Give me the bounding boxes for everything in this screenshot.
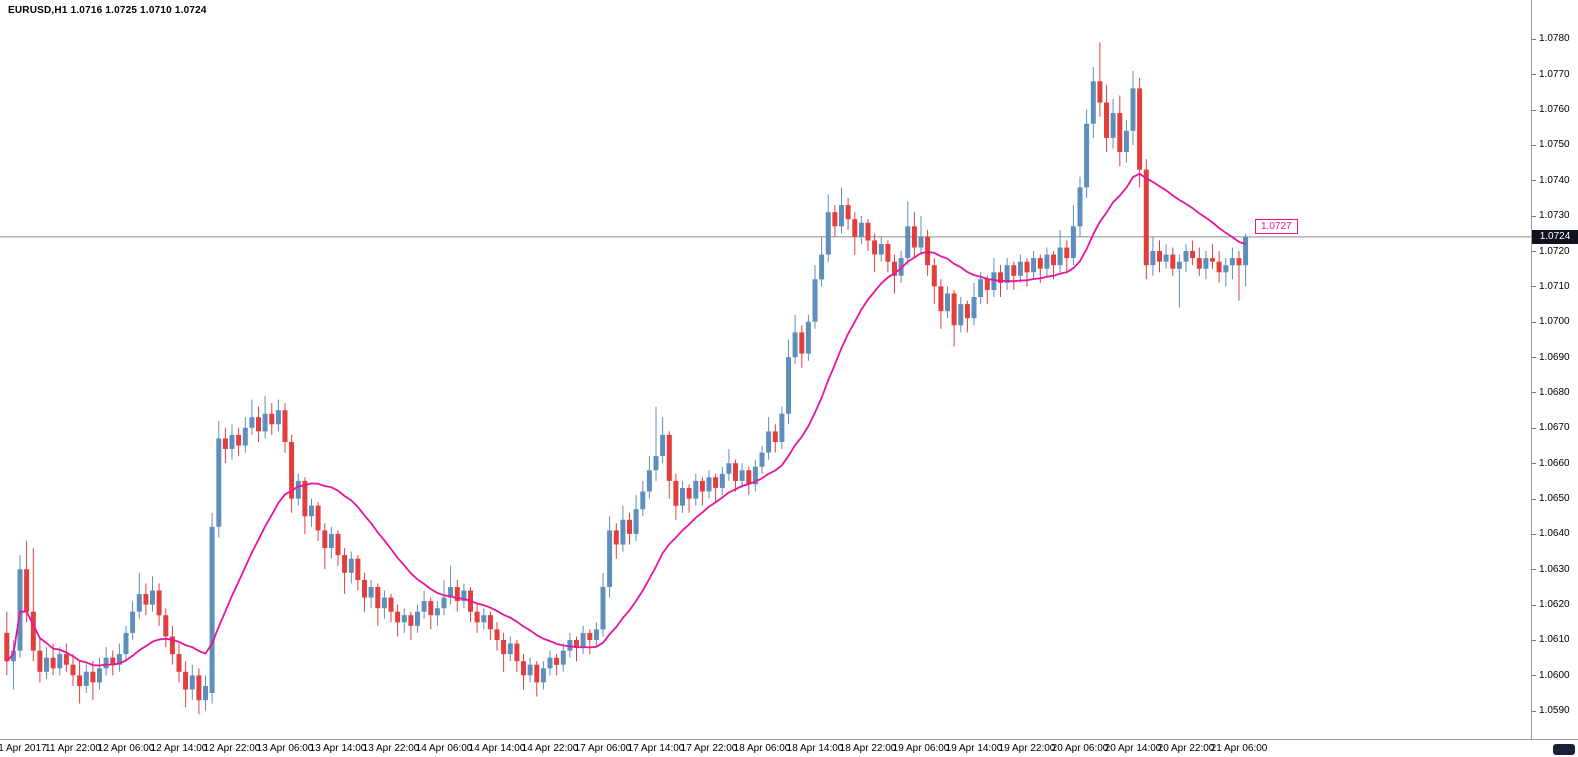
- price-axis-label: 1.0700: [1539, 316, 1570, 327]
- price-axis-tick: [1532, 357, 1536, 358]
- price-axis-label: 1.0720: [1539, 246, 1570, 257]
- time-axis-label: 11 Apr 2017: [0, 743, 47, 754]
- time-axis-label: 18 Apr 22:00: [839, 743, 897, 754]
- time-axis-label: 14 Apr 14:00: [468, 743, 526, 754]
- price-axis-label: 1.0710: [1539, 281, 1570, 292]
- time-axis-label: 17 Apr 06:00: [574, 743, 632, 754]
- time-axis-label: 12 Apr 14:00: [150, 743, 208, 754]
- time-axis-label: 19 Apr 22:00: [998, 743, 1056, 754]
- time-axis-label: 12 Apr 22:00: [203, 743, 261, 754]
- price-axis-tick: [1532, 39, 1536, 40]
- price-axis-tick: [1532, 463, 1536, 464]
- price-axis-label: 1.0780: [1539, 33, 1570, 44]
- time-axis-label: 20 Apr 06:00: [1051, 743, 1109, 754]
- corner-widget: [1553, 744, 1575, 755]
- time-axis-label: 14 Apr 22:00: [521, 743, 579, 754]
- price-axis[interactable]: 1.0780 1.0770 1.0760 1.0750 1.0740 1.0730 1.07…: [1531, 0, 1578, 739]
- price-axis-label: 1.0760: [1539, 104, 1570, 115]
- price-axis-label: 1.0650: [1539, 493, 1570, 504]
- time-axis-label: 12 Apr 06:00: [97, 743, 155, 754]
- price-axis-tick: [1532, 110, 1536, 111]
- price-axis-tick: [1532, 216, 1536, 217]
- price-axis-tick: [1532, 74, 1536, 75]
- time-axis-label: 14 Apr 06:00: [415, 743, 473, 754]
- price-axis-tick: [1532, 499, 1536, 500]
- price-axis-label: 1.0620: [1539, 599, 1570, 610]
- price-axis-label: 1.0690: [1539, 352, 1570, 363]
- price-axis-tick: [1532, 534, 1536, 535]
- candlestick-chart: [0, 42, 1531, 715]
- time-axis-label: 13 Apr 14:00: [309, 743, 367, 754]
- time-axis-label: 17 Apr 22:00: [680, 743, 738, 754]
- time-axis-label: 17 Apr 14:00: [627, 743, 685, 754]
- price-axis-tick: [1532, 675, 1536, 676]
- time-axis-label: 18 Apr 06:00: [733, 743, 791, 754]
- price-axis-tick: [1532, 569, 1536, 570]
- time-axis-label: 13 Apr 06:00: [256, 743, 314, 754]
- price-axis-tick: [1532, 145, 1536, 146]
- price-axis-label: 1.0600: [1539, 670, 1570, 681]
- price-axis-label: 1.0590: [1539, 705, 1570, 716]
- price-axis-tick: [1532, 605, 1536, 606]
- price-axis-tick: [1532, 711, 1536, 712]
- price-axis-label: 1.0670: [1539, 422, 1570, 433]
- time-axis-label: 11 Apr 22:00: [45, 743, 101, 754]
- price-axis-tick: [1532, 322, 1536, 323]
- time-axis-label: 20 Apr 14:00: [1104, 743, 1162, 754]
- price-axis-label: 1.0660: [1539, 458, 1570, 469]
- time-axis-label: 21 Apr 06:00: [1210, 743, 1268, 754]
- time-axis-label: 13 Apr 22:00: [362, 743, 420, 754]
- price-axis-tick: [1532, 640, 1536, 641]
- ma-value-label: 1.0727: [1255, 219, 1298, 234]
- symbol-ohlc-header: EURUSD,H1 1.0716 1.0725 1.0710 1.0724: [8, 5, 207, 16]
- time-axis-label: 19 Apr 14:00: [945, 743, 1003, 754]
- price-axis-label: 1.0770: [1539, 69, 1570, 80]
- price-axis-tick: [1532, 286, 1536, 287]
- price-axis-label: 1.0730: [1539, 210, 1570, 221]
- chart-plot-area[interactable]: EURUSD,H1 1.0716 1.0725 1.0710 1.0724 1.…: [0, 0, 1531, 739]
- price-axis-label: 1.0640: [1539, 528, 1570, 539]
- price-axis-label: 1.0610: [1539, 634, 1570, 645]
- price-axis-tick: [1532, 180, 1536, 181]
- price-axis-label: 1.0750: [1539, 139, 1570, 150]
- time-axis-label: 18 Apr 14:00: [786, 743, 844, 754]
- price-axis-tick: [1532, 428, 1536, 429]
- time-axis-label: 20 Apr 22:00: [1157, 743, 1215, 754]
- bid-price-badge: 1.0724: [1532, 230, 1578, 244]
- price-axis-tick: [1532, 251, 1536, 252]
- price-axis-label: 1.0740: [1539, 175, 1570, 186]
- time-axis-label: 19 Apr 06:00: [892, 743, 950, 754]
- price-axis-tick: [1532, 392, 1536, 393]
- price-axis-label: 1.0630: [1539, 564, 1570, 575]
- price-axis-label: 1.0680: [1539, 387, 1570, 398]
